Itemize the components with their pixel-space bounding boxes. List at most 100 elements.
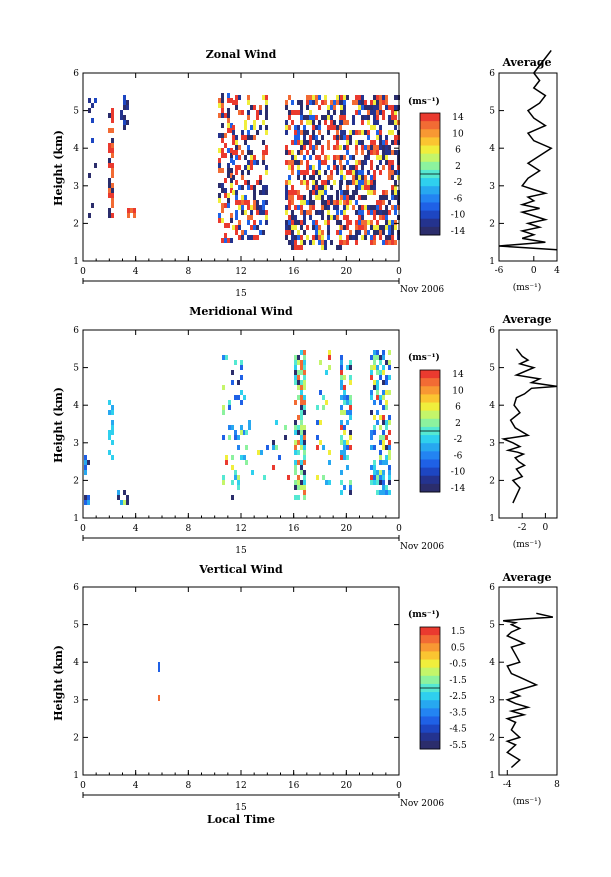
data-cell [361,235,364,240]
data-cell [340,165,343,170]
data-cell [227,123,230,128]
data-cell [346,235,349,240]
data-cell [303,125,306,130]
data-cell [324,190,327,195]
data-cell [382,155,385,160]
data-cell [370,125,373,130]
data-cell [247,130,250,135]
data-cell [324,220,327,225]
data-cell [346,180,349,185]
data-cell [244,210,247,215]
data-cell [361,185,364,190]
data-cell [318,165,321,170]
data-cell [309,135,312,140]
data-cell [349,140,352,145]
data-cell [285,100,288,105]
x-tick-label: 12 [235,267,246,277]
data-cell [234,395,237,400]
data-cell [373,460,376,465]
data-cell [126,100,129,105]
data-cell [111,198,114,203]
data-cell [221,103,224,108]
data-cell [373,360,376,365]
data-cell [227,128,230,133]
data-cell [288,125,291,130]
data-cell [300,445,303,450]
vertical-day-label: 15 [235,803,247,813]
data-cell [361,165,364,170]
data-cell [306,170,309,175]
data-cell [394,105,397,110]
data-cell [84,465,87,470]
x-tick-label: 8 [185,524,191,534]
data-cell [327,215,330,220]
data-cell [340,100,343,105]
data-cell [108,435,111,440]
data-cell [346,190,349,195]
data-cell [309,145,312,150]
data-cell [367,130,370,135]
data-cell [241,175,244,180]
data-cell [111,173,114,178]
data-cell [340,210,343,215]
data-cell [349,200,352,205]
data-cell [327,155,330,160]
data-cell [343,375,346,380]
data-cell [303,195,306,200]
data-cell [300,350,303,355]
data-cell [379,215,382,220]
data-cell [339,235,342,240]
data-cell [343,240,346,245]
data-cell [376,480,379,485]
data-cell [297,475,300,480]
data-cell [333,205,336,210]
data-cell [230,153,233,158]
average-y-tick-label: 3 [489,182,495,192]
data-cell [294,155,297,160]
data-cell [336,125,339,130]
data-cell [367,145,370,150]
data-cell [253,225,256,230]
data-cell [336,170,339,175]
data-cell [247,185,250,190]
data-cell [373,425,376,430]
data-cell [240,430,243,435]
data-cell [315,170,318,175]
data-cell [367,210,370,215]
data-cell [266,445,269,450]
data-cell [391,130,394,135]
data-cell [358,170,361,175]
data-cell [340,425,343,430]
data-cell [300,430,303,435]
data-cell [327,105,330,110]
data-cell [315,180,318,185]
data-cell [247,160,250,165]
data-cell [87,495,90,500]
data-cell [251,470,254,475]
data-cell [343,225,346,230]
data-cell [352,120,355,125]
data-cell [364,180,367,185]
data-cell [321,180,324,185]
data-cell [120,500,123,505]
data-cell [391,165,394,170]
data-cell [370,205,373,210]
data-cell [379,455,382,460]
data-cell [253,195,256,200]
meridional-colorbar-unit: (ms⁻¹) [408,352,440,363]
data-cell [370,430,373,435]
data-cell [336,165,339,170]
data-cell [228,405,231,410]
data-cell [297,140,300,145]
data-cell [300,470,303,475]
data-cell [391,230,394,235]
data-cell [247,165,250,170]
data-cell [346,365,349,370]
data-cell [297,135,300,140]
data-cell [316,420,319,425]
meridional-wind-panel: Meridional Wind Height (km) 0 4 8 12 16 20 012… [52,305,558,556]
x-tick-label: 8 [185,267,191,277]
colorbar-tick-label: -2 [454,435,463,445]
data-cell [306,105,309,110]
data-cell [256,235,259,240]
